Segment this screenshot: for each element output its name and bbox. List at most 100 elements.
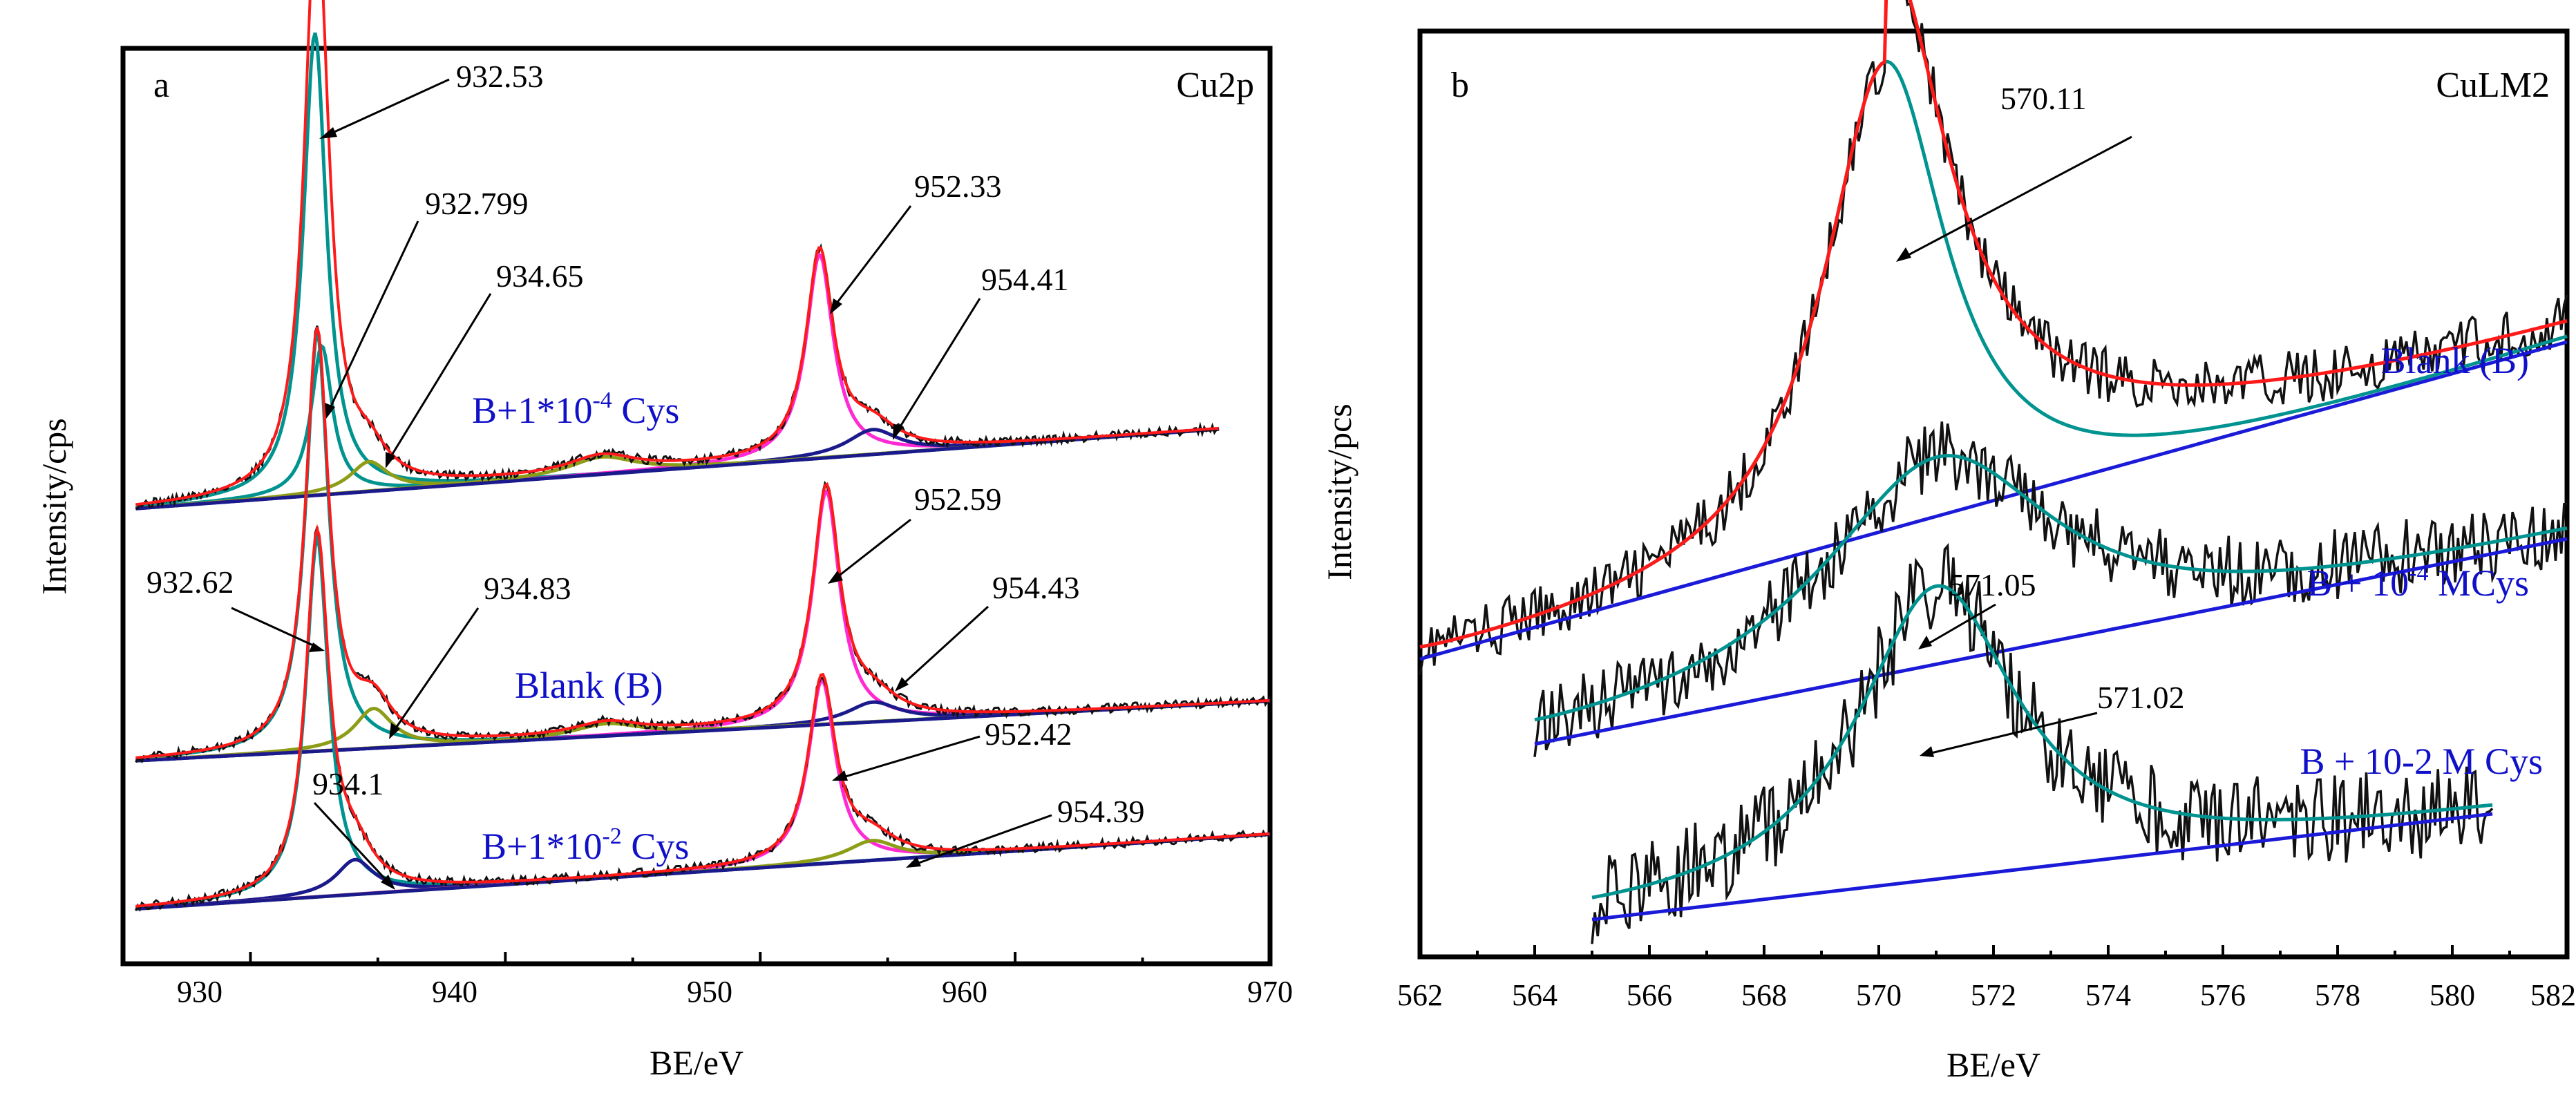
arrow-head: [325, 403, 335, 419]
peak-arrow: [837, 518, 911, 578]
y-axis-label-a: Intensity/cps: [35, 418, 73, 595]
x-tick-labels-b: 562 564 566 568 570 572 574 576 578 580 …: [1397, 978, 2576, 1012]
x-tick-label: 566: [1627, 978, 1672, 1012]
peak-label: 571.05: [1949, 567, 2036, 602]
panel-letter-a: a: [153, 66, 169, 105]
x-tick-label: 582: [2530, 978, 2576, 1012]
series-blank: [1419, 0, 2568, 676]
fit-envelope: [1419, 0, 2568, 649]
peak-annotations-a: 932.53 932.799 934.65 952.33 954.41 932.…: [146, 59, 1145, 890]
series-label: Blank (B): [2381, 340, 2529, 381]
peak-label: 952.42: [985, 716, 1072, 752]
x-tick-label: 562: [1397, 978, 1443, 1012]
arrow-head: [389, 723, 400, 739]
peak-label: 934.1: [312, 766, 384, 801]
peak-arrow: [902, 605, 989, 685]
arrow-head: [906, 857, 921, 868]
baseline: [1419, 340, 2568, 661]
arrow-head: [319, 127, 337, 139]
arrow-head: [381, 875, 395, 890]
arrow-head: [828, 571, 843, 584]
x-tick-label: 930: [177, 975, 222, 1009]
peak-arrow: [916, 814, 1052, 865]
peak-arrow: [329, 220, 419, 408]
x-tick-label: 970: [1247, 975, 1293, 1009]
series-label: B + 10-4 MCys: [2307, 560, 2529, 604]
peak-label: 570.11: [2000, 81, 2087, 116]
peak-arrow: [1906, 135, 2132, 257]
peak-label: 934.83: [484, 571, 571, 606]
baseline: [1591, 812, 2493, 922]
x-tick-labels-a: 930 940 950 960 970: [177, 975, 1293, 1009]
arrow-head: [893, 423, 903, 440]
plot-frame-a: [120, 46, 1273, 967]
component-peak: [1534, 454, 2568, 722]
peak-arrow: [313, 801, 388, 882]
raw-spectrum: [1419, 0, 2568, 676]
panel-title-a: Cu2p: [1176, 66, 1254, 105]
peak-label: 954.39: [1057, 794, 1145, 829]
fit-envelope: [135, 0, 1219, 506]
peak-label: 934.65: [496, 258, 584, 294]
series-b-1e-2-cys: [135, 524, 1271, 912]
x-tick-label: 960: [942, 975, 987, 1009]
x-tick-label: 950: [687, 975, 732, 1009]
series-b-1e-4-cys: [135, 0, 1220, 511]
x-tick-label: 940: [432, 975, 477, 1009]
x-tick-label: 564: [1512, 978, 1557, 1012]
series-b-1e-4-mcys: [1533, 421, 2568, 757]
arrow-head: [1920, 746, 1934, 757]
x-tick-label: 570: [1856, 978, 1902, 1012]
x-tick-label: 568: [1741, 978, 1787, 1012]
series-label: Blank (B): [515, 665, 663, 706]
fit-envelope: [135, 327, 1270, 759]
peak-annotations-b: 570.11 571.05 571.02: [1896, 81, 2185, 757]
y-axis-label-b: Intensity/pcs: [1320, 403, 1358, 580]
x-tick-label: 572: [1971, 978, 2016, 1012]
peak-arrow: [328, 78, 450, 136]
peak-arrow: [231, 607, 315, 647]
component-peak: [1591, 584, 2493, 900]
x-tick-label: 574: [2085, 978, 2131, 1012]
peak-label: 952.59: [914, 482, 1002, 517]
chart-a: 930 940 950 960 970 BE/eV Intensity/cps …: [35, 0, 1293, 1082]
arrow-head: [830, 298, 842, 314]
peak-arrow: [835, 205, 912, 305]
peak-label: 932.53: [456, 59, 544, 94]
x-axis-label-a: BE/eV: [650, 1043, 744, 1082]
fit-envelope: [135, 524, 1270, 908]
peak-arrow: [842, 735, 981, 779]
arrow-head: [832, 770, 848, 781]
series-label: B+1*10-4 Cys: [472, 388, 679, 431]
peak-label: 954.41: [981, 262, 1069, 297]
series-b-1e-2-mcys: [1591, 542, 2494, 944]
peak-arrow: [394, 607, 480, 730]
series-label: B+1*10-2 Cys: [482, 824, 689, 867]
raw-spectrum: [1591, 542, 2494, 944]
peak-label: 932.799: [425, 186, 529, 221]
arrow-head: [386, 452, 395, 468]
raw-spectrum: [135, 526, 1271, 912]
x-ticks-a: [121, 952, 1271, 964]
baseline: [1534, 537, 2568, 746]
peak-label: 954.43: [992, 570, 1080, 605]
x-tick-label: 580: [2430, 978, 2475, 1012]
peak-arrow: [389, 293, 492, 458]
peak-label: 932.62: [146, 564, 234, 600]
component-peak: [135, 488, 1270, 763]
arrow-head: [1918, 636, 1932, 649]
panel-title-b: CuLM2: [2436, 66, 2550, 105]
x-tick-label: 578: [2315, 978, 2360, 1012]
arrow-head: [1896, 247, 1911, 262]
arrow-head: [895, 677, 909, 692]
peak-label: 571.02: [2097, 680, 2185, 715]
raw-spectrum: [1533, 421, 2568, 757]
arrow-head: [309, 643, 325, 652]
peak-label: 952.33: [914, 169, 1002, 204]
series-blank: [135, 325, 1271, 763]
plot-frame-b: [1417, 28, 2570, 960]
peak-arrow: [1931, 712, 2098, 754]
x-ticks-b: [1419, 945, 2568, 957]
series-label: B + 10-2 M Cys: [2300, 741, 2543, 782]
